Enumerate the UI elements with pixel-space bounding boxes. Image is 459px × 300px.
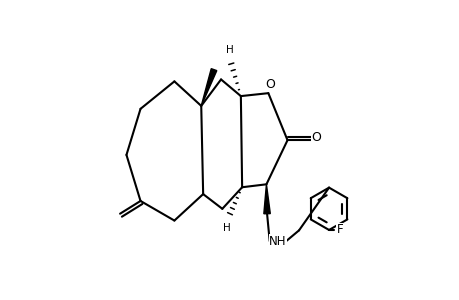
Text: NH: NH [269,235,286,248]
Polygon shape [263,184,270,214]
Polygon shape [201,69,216,106]
Text: H: H [223,223,230,232]
Text: F: F [336,224,342,236]
Text: O: O [310,131,320,144]
Text: H: H [225,45,233,55]
Text: O: O [264,78,274,91]
